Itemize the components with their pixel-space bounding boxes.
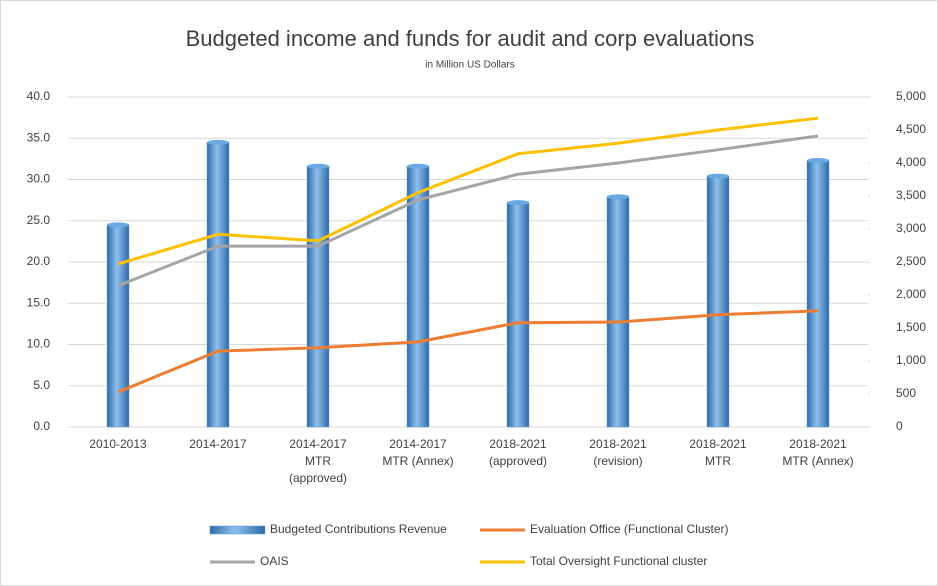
legend-swatch bbox=[209, 525, 266, 535]
x-tick-line: MTR bbox=[305, 454, 331, 468]
bar-cap bbox=[807, 158, 829, 164]
y2-tick-label: 2,500 bbox=[896, 254, 926, 268]
chart-title: Budgeted income and funds for audit and … bbox=[186, 26, 755, 51]
bar bbox=[106, 224, 130, 428]
x-tick-label: 2018-2021 MTR (Annex) bbox=[782, 437, 853, 468]
legend-label: OAIS bbox=[260, 554, 289, 568]
x-tick-line: MTR bbox=[705, 454, 731, 468]
x-tick-label: 2014-2017 MTR (Annex) bbox=[382, 437, 453, 468]
x-tick-line: 2014-2017 bbox=[389, 437, 447, 451]
x-tick-line: MTR (Annex) bbox=[382, 454, 453, 468]
y2-tick-label: 5,000 bbox=[896, 89, 926, 103]
y2-tick-label: 0 bbox=[896, 419, 903, 433]
x-tick-line: (approved) bbox=[489, 454, 547, 468]
bar-cap bbox=[607, 194, 629, 200]
x-tick-line: (approved) bbox=[289, 471, 347, 485]
legend-label: Total Oversight Functional cluster bbox=[530, 554, 707, 568]
y2-tick-label: 3,500 bbox=[896, 188, 926, 202]
bar-cap bbox=[407, 163, 429, 169]
y-tick-label: 15.0 bbox=[27, 295, 51, 309]
series-line bbox=[117, 116, 819, 266]
x-tick-line: (revision) bbox=[593, 454, 642, 468]
x-tick-line: 2018-2021 bbox=[689, 437, 747, 451]
x-tick-line: 2018-2021 bbox=[789, 437, 847, 451]
bar bbox=[806, 160, 830, 428]
x-tick-label: 2010-2013 bbox=[89, 437, 147, 451]
bar bbox=[506, 202, 530, 428]
x-tick-label: 2018-2021 MTR bbox=[689, 437, 747, 468]
series-line bbox=[117, 309, 819, 394]
x-tick-line: MTR (Annex) bbox=[782, 454, 853, 468]
y2-tick-label: 2,000 bbox=[896, 287, 926, 301]
x-tick-line: 2018-2021 bbox=[589, 437, 647, 451]
y2-tick-label: 1,500 bbox=[896, 320, 926, 334]
x-tick-line: 2014-2017 bbox=[289, 437, 347, 451]
chart-subtitle: in Million US Dollars bbox=[425, 60, 514, 71]
bar bbox=[306, 166, 330, 428]
y-tick-label: 35.0 bbox=[27, 130, 51, 144]
x-tick-line: 2018-2021 bbox=[489, 437, 547, 451]
y-tick-label: 10.0 bbox=[27, 337, 51, 351]
y2-tick-label: 4,500 bbox=[896, 122, 926, 136]
bar bbox=[706, 175, 730, 428]
y-tick-label: 5.0 bbox=[33, 378, 50, 392]
bar bbox=[206, 142, 230, 428]
y-tick-label: 20.0 bbox=[27, 254, 51, 268]
bar-cap bbox=[107, 222, 129, 228]
bar bbox=[406, 166, 430, 428]
x-tick-line: 2014-2017 bbox=[189, 437, 247, 451]
legend-label: Budgeted Contributions Revenue bbox=[270, 522, 447, 536]
bar-cap bbox=[207, 139, 229, 145]
y2-tick-label: 500 bbox=[896, 386, 916, 400]
y-tick-label: 40.0 bbox=[27, 89, 51, 103]
x-tick-label: 2014-2017 bbox=[189, 437, 247, 451]
y-tick-label: 25.0 bbox=[27, 213, 51, 227]
y2-tick-label: 4,000 bbox=[896, 155, 926, 169]
y2-tick-label: 3,000 bbox=[896, 221, 926, 235]
y-tick-label: 0.0 bbox=[33, 419, 50, 433]
bar bbox=[606, 196, 630, 428]
y2-tick-label: 1,000 bbox=[896, 353, 926, 367]
y-tick-label: 30.0 bbox=[27, 172, 51, 186]
bar-cap bbox=[707, 173, 729, 179]
x-tick-label: 2014-2017 MTR (approved) bbox=[289, 437, 347, 485]
bar-cap bbox=[307, 163, 329, 169]
series-line bbox=[117, 134, 819, 288]
x-tick-label: 2018-2021 (revision) bbox=[589, 437, 647, 468]
x-tick-label: 2018-2021 (approved) bbox=[489, 437, 547, 468]
legend-label: Evaluation Office (Functional Cluster) bbox=[530, 522, 729, 536]
bar-cap bbox=[507, 200, 529, 206]
x-tick-line: 2010-2013 bbox=[89, 437, 147, 451]
